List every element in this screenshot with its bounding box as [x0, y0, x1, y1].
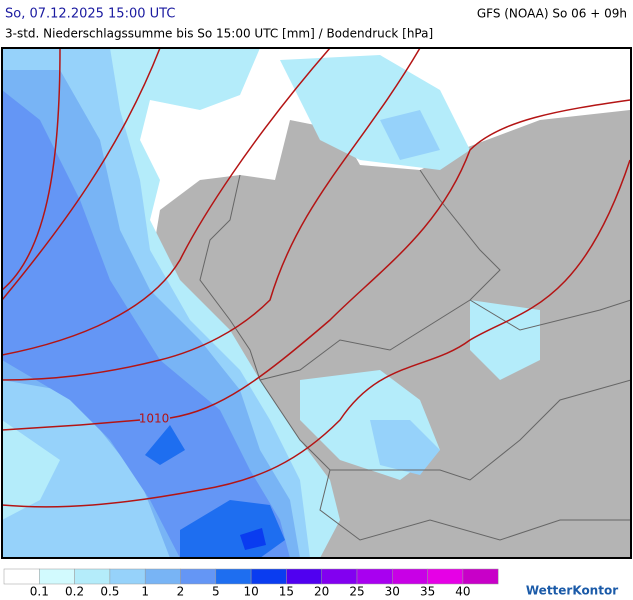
- legend-swatch: [427, 568, 464, 585]
- legend-swatch: [109, 568, 146, 585]
- legend: 0.1 0.2 0.5 1 2 5 10 15 20 25 30 35 40: [3, 568, 499, 599]
- legend-label: 0.2: [65, 585, 84, 599]
- header-right: GFS (NOAA) So 06 + 09h: [477, 7, 627, 21]
- legend-label: 1: [141, 585, 149, 599]
- legend-swatch: [286, 568, 322, 585]
- legend-label: 5: [212, 585, 220, 599]
- precip: [240, 528, 266, 550]
- legend-swatch: [3, 568, 40, 585]
- map-frame: [1, 47, 632, 559]
- legend-swatch: [321, 568, 358, 585]
- legend-label: 0.5: [100, 585, 119, 599]
- legend-swatch: [250, 568, 287, 585]
- legend-label: 0.1: [30, 585, 49, 599]
- brand: WetterKontor: [526, 584, 618, 598]
- legend-swatch: [74, 568, 111, 585]
- legend-label: 30: [385, 585, 400, 599]
- legend-swatch: [215, 568, 252, 585]
- legend-swatch: [356, 568, 393, 585]
- sea: [2, 48, 630, 340]
- legend-label: 15: [279, 585, 294, 599]
- legend-label: 2: [177, 585, 185, 599]
- legend-label: 25: [349, 585, 364, 599]
- legend-swatch: [392, 568, 428, 585]
- map: 1010: [1, 47, 632, 559]
- precip: [145, 425, 285, 558]
- borders: [199, 169, 631, 541]
- legend-label: 40: [455, 585, 470, 599]
- legend-swatch: [462, 568, 499, 585]
- legend-label: 35: [420, 585, 435, 599]
- header-left: So, 07.12.2025 15:00 UTC: [5, 7, 175, 22]
- isobars: [2, 48, 631, 508]
- legend-swatch: [180, 568, 217, 585]
- legend-label: 10: [243, 585, 258, 599]
- legend-label: 20: [314, 585, 329, 599]
- isobar-label: 1010: [139, 412, 170, 426]
- legend-swatch: [39, 568, 75, 585]
- legend-swatch: [144, 568, 181, 585]
- subtitle: 3-std. Niederschlagssumme bis So 15:00 U…: [5, 27, 433, 41]
- precip: [370, 110, 440, 475]
